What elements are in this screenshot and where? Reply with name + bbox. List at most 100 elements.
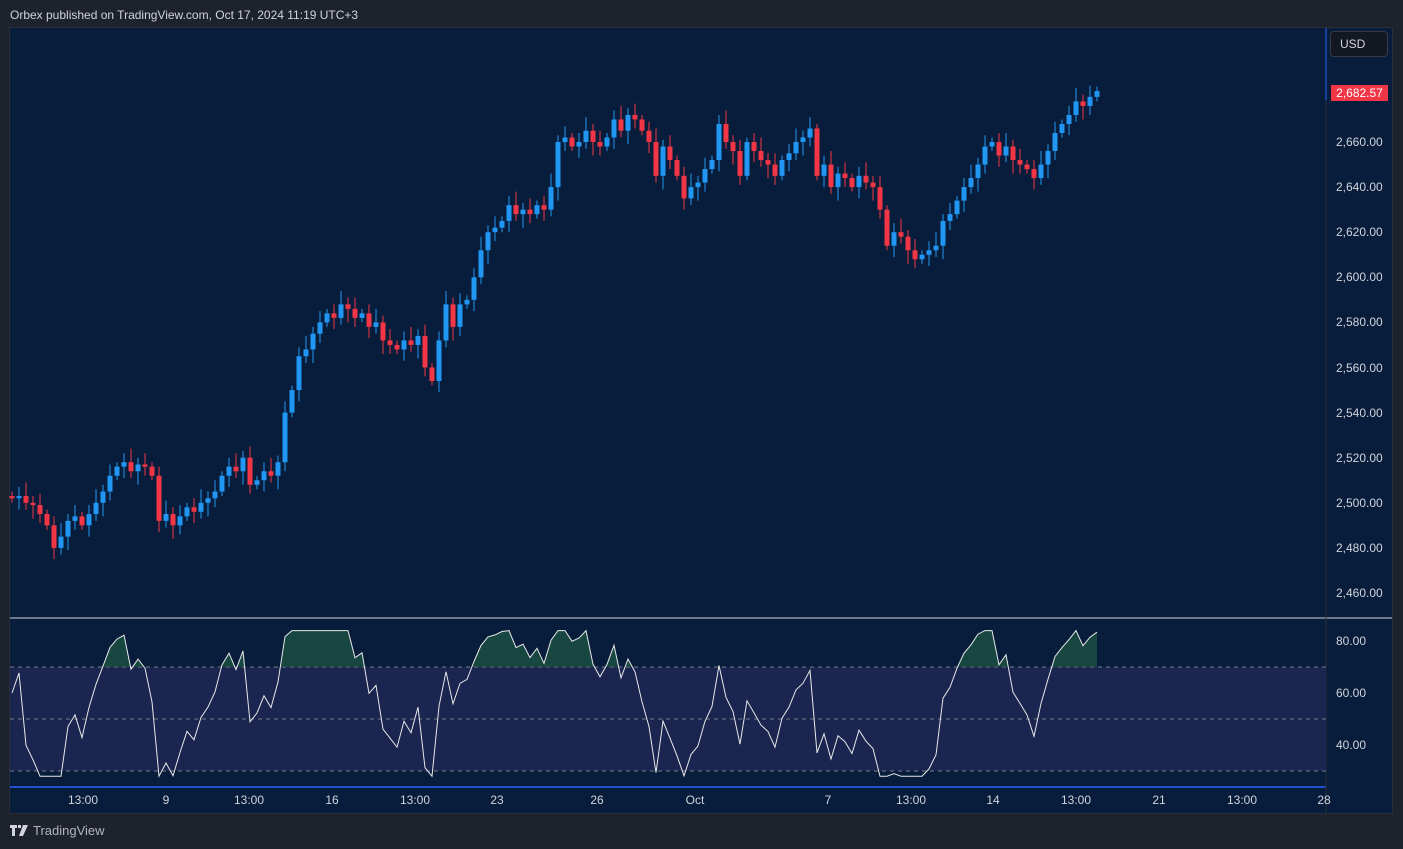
candle-body [569, 137, 575, 147]
candle-body [268, 471, 274, 476]
candle-body [443, 304, 449, 341]
candle-body [1010, 146, 1016, 161]
candle-body [226, 466, 232, 476]
candle-body [856, 175, 862, 188]
time-tick: 13:00 [67, 793, 99, 807]
candle-body [450, 304, 456, 327]
candle-body [702, 169, 708, 183]
currency-button[interactable]: USD [1330, 31, 1388, 57]
candle-body [758, 151, 764, 161]
rsi-line [11, 629, 1098, 778]
candle-body [93, 502, 99, 515]
candle-body [541, 205, 547, 210]
price-tick: 2,580.00 [1336, 315, 1383, 330]
candle-body [163, 514, 169, 521]
candle-body [261, 471, 267, 481]
candle-body [870, 182, 876, 188]
candle-body [310, 333, 316, 350]
candle-body [240, 457, 246, 472]
candle-body [604, 137, 610, 147]
candle-body [86, 514, 92, 526]
candle-body [30, 502, 36, 506]
candle-body [548, 187, 554, 210]
candle-body [100, 491, 106, 503]
candle-body [149, 466, 155, 476]
time-tick: 9 [162, 793, 170, 807]
candle-body [793, 142, 799, 154]
candle-body [807, 128, 813, 138]
brand-name: TradingView [33, 823, 105, 838]
candle-body [975, 164, 981, 179]
candle-body [380, 322, 386, 341]
candle-body [849, 178, 855, 188]
price-tick: 2,560.00 [1336, 360, 1383, 375]
candle-body [1094, 91, 1100, 97]
candle-body [891, 232, 897, 246]
candle-body [408, 340, 414, 345]
candle-body [709, 160, 715, 170]
candle-body [65, 520, 71, 537]
price-tick: 2,600.00 [1336, 270, 1383, 285]
candle-body [275, 462, 281, 476]
candle-body [527, 209, 533, 215]
candle-body [219, 475, 225, 492]
candle-body [611, 119, 617, 138]
candle-body [772, 164, 778, 176]
candle-body [863, 175, 869, 183]
candle-body [394, 344, 400, 350]
candle-body [436, 340, 442, 382]
candle-body [233, 466, 239, 472]
tradingview-logo-icon [10, 825, 28, 836]
candle-body [660, 146, 666, 176]
candle-body [744, 142, 750, 176]
candle-body [422, 335, 428, 368]
candle-body [555, 142, 561, 188]
candle-body [205, 498, 211, 503]
candle-body [513, 205, 519, 215]
candle-body [835, 173, 841, 188]
candle-body [58, 536, 64, 548]
publish-info: Orbex published on TradingView.com, Oct … [10, 8, 359, 22]
candle-body [821, 164, 827, 176]
candle-body [898, 232, 904, 237]
candle-body [170, 514, 176, 526]
candle-body [121, 462, 127, 467]
candle-body [800, 137, 806, 142]
candle-body [177, 516, 183, 526]
price-tick: 2,500.00 [1336, 495, 1383, 510]
candle-body [905, 236, 911, 251]
candle-body [912, 250, 918, 260]
candle-body [198, 502, 204, 512]
candle-body [1003, 146, 1009, 156]
price-tick: 2,640.00 [1336, 180, 1383, 195]
candle-body [779, 160, 785, 176]
candle-body [1038, 164, 1044, 179]
candle-body [359, 313, 365, 318]
candle-body [667, 146, 673, 161]
candle-body [289, 390, 295, 413]
candle-body [947, 214, 953, 221]
candle-body [716, 123, 722, 161]
candle-body [534, 205, 540, 215]
time-tick: 23 [490, 793, 504, 807]
tradingview-logo[interactable]: TradingView [10, 823, 105, 838]
time-tick: 13:00 [399, 793, 431, 807]
candle-body [674, 160, 680, 176]
candle-body [352, 308, 358, 318]
rsi-overbought-fill [12, 630, 1097, 667]
candle-body [681, 175, 687, 199]
candle-body [751, 142, 757, 152]
candle-body [583, 130, 589, 142]
time-tick: 28 [1317, 793, 1331, 807]
candle-body [254, 480, 260, 485]
candle-body [786, 153, 792, 161]
candle-body [282, 412, 288, 463]
price-tick: 2,480.00 [1336, 540, 1383, 555]
candle-body [688, 187, 694, 199]
candle-body [1045, 151, 1051, 165]
candle-body [618, 119, 624, 131]
time-tick: 16 [325, 793, 339, 807]
candle-body [247, 457, 253, 485]
time-tick: Oct [685, 793, 705, 807]
